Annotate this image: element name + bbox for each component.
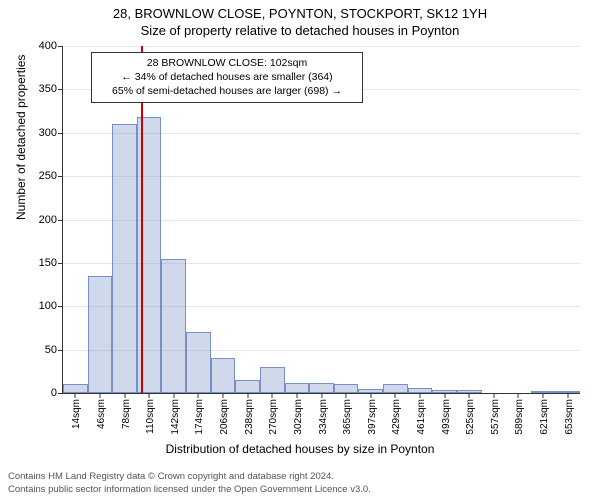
xtick-mark	[543, 393, 544, 398]
xtick-mark	[444, 393, 445, 398]
infobox-line3: 65% of semi-detached houses are larger (…	[98, 84, 356, 98]
xtick-mark	[198, 393, 199, 398]
xtick-mark	[149, 393, 150, 398]
histogram-bar	[260, 367, 285, 393]
xtick-mark	[370, 393, 371, 398]
xtick-mark	[419, 393, 420, 398]
ytick-label: 300	[39, 127, 57, 139]
footer-line2: Contains public sector information licen…	[8, 484, 371, 496]
title-block: 28, BROWNLOW CLOSE, POYNTON, STOCKPORT, …	[0, 0, 600, 38]
histogram-bar	[186, 332, 211, 393]
xtick-label: 461sqm	[416, 399, 427, 435]
xtick-label: 302sqm	[293, 399, 304, 435]
ytick-label: 0	[51, 387, 57, 399]
ytick-label: 150	[39, 257, 57, 269]
xtick-label: 270sqm	[268, 399, 279, 435]
histogram-bar	[235, 380, 260, 393]
xtick-label: 557sqm	[490, 399, 501, 435]
xtick-mark	[493, 393, 494, 398]
xtick-label: 621sqm	[539, 399, 550, 435]
xtick-label: 110sqm	[145, 399, 156, 434]
ytick-label: 50	[45, 344, 57, 356]
histogram-bar	[383, 384, 408, 393]
histogram-bar	[161, 259, 186, 393]
xtick-label: 525sqm	[465, 399, 476, 435]
xtick-label: 238sqm	[244, 399, 255, 435]
xtick-mark	[395, 393, 396, 398]
ytick-label: 350	[39, 83, 57, 95]
ytick-mark	[58, 306, 63, 307]
histogram-bar	[309, 383, 334, 393]
ytick-mark	[58, 350, 63, 351]
xtick-label: 174sqm	[194, 399, 205, 435]
xtick-mark	[75, 393, 76, 398]
xtick-mark	[223, 393, 224, 398]
title-subtitle: Size of property relative to detached ho…	[0, 23, 600, 38]
y-axis-label: Number of detached properties	[14, 55, 28, 220]
footer: Contains HM Land Registry data © Crown c…	[8, 471, 371, 496]
ytick-label: 200	[39, 214, 57, 226]
ytick-mark	[58, 393, 63, 394]
histogram-bar	[112, 124, 137, 393]
xtick-label: 653sqm	[564, 399, 575, 435]
xtick-mark	[346, 393, 347, 398]
xtick-mark	[469, 393, 470, 398]
xtick-mark	[124, 393, 125, 398]
xtick-mark	[272, 393, 273, 398]
xtick-label: 365sqm	[342, 399, 353, 435]
ytick-mark	[58, 89, 63, 90]
xtick-label: 397sqm	[367, 399, 378, 435]
title-address: 28, BROWNLOW CLOSE, POYNTON, STOCKPORT, …	[0, 6, 600, 21]
ytick-label: 400	[39, 40, 57, 52]
xtick-mark	[173, 393, 174, 398]
ytick-mark	[58, 263, 63, 264]
xtick-label: 46sqm	[96, 399, 107, 429]
xtick-mark	[99, 393, 100, 398]
infobox-line1: 28 BROWNLOW CLOSE: 102sqm	[98, 56, 356, 70]
histogram-bar	[285, 383, 310, 393]
ytick-label: 100	[39, 300, 57, 312]
xtick-mark	[321, 393, 322, 398]
x-axis-label: Distribution of detached houses by size …	[0, 442, 600, 456]
ytick-mark	[58, 133, 63, 134]
info-box: 28 BROWNLOW CLOSE: 102sqm ← 34% of detac…	[91, 52, 363, 103]
xtick-label: 429sqm	[391, 399, 402, 435]
xtick-mark	[567, 393, 568, 398]
ytick-mark	[58, 176, 63, 177]
histogram-bar	[211, 358, 236, 393]
xtick-label: 14sqm	[71, 399, 82, 429]
plot-area: 28 BROWNLOW CLOSE: 102sqm ← 34% of detac…	[62, 46, 580, 394]
footer-line1: Contains HM Land Registry data © Crown c…	[8, 471, 371, 483]
ytick-mark	[58, 220, 63, 221]
histogram-bar	[334, 384, 359, 393]
ytick-label: 250	[39, 170, 57, 182]
xtick-mark	[296, 393, 297, 398]
xtick-label: 206sqm	[219, 399, 230, 435]
xtick-label: 493sqm	[441, 399, 452, 435]
histogram-bar	[63, 384, 88, 393]
xtick-label: 334sqm	[318, 399, 329, 435]
xtick-label: 78sqm	[121, 399, 132, 429]
xtick-mark	[518, 393, 519, 398]
ytick-mark	[58, 46, 63, 47]
chart-container: 28, BROWNLOW CLOSE, POYNTON, STOCKPORT, …	[0, 0, 600, 500]
infobox-line2: ← 34% of detached houses are smaller (36…	[98, 70, 356, 84]
xtick-label: 589sqm	[514, 399, 525, 435]
histogram-bar	[88, 276, 113, 393]
xtick-mark	[247, 393, 248, 398]
xtick-label: 142sqm	[170, 399, 181, 435]
